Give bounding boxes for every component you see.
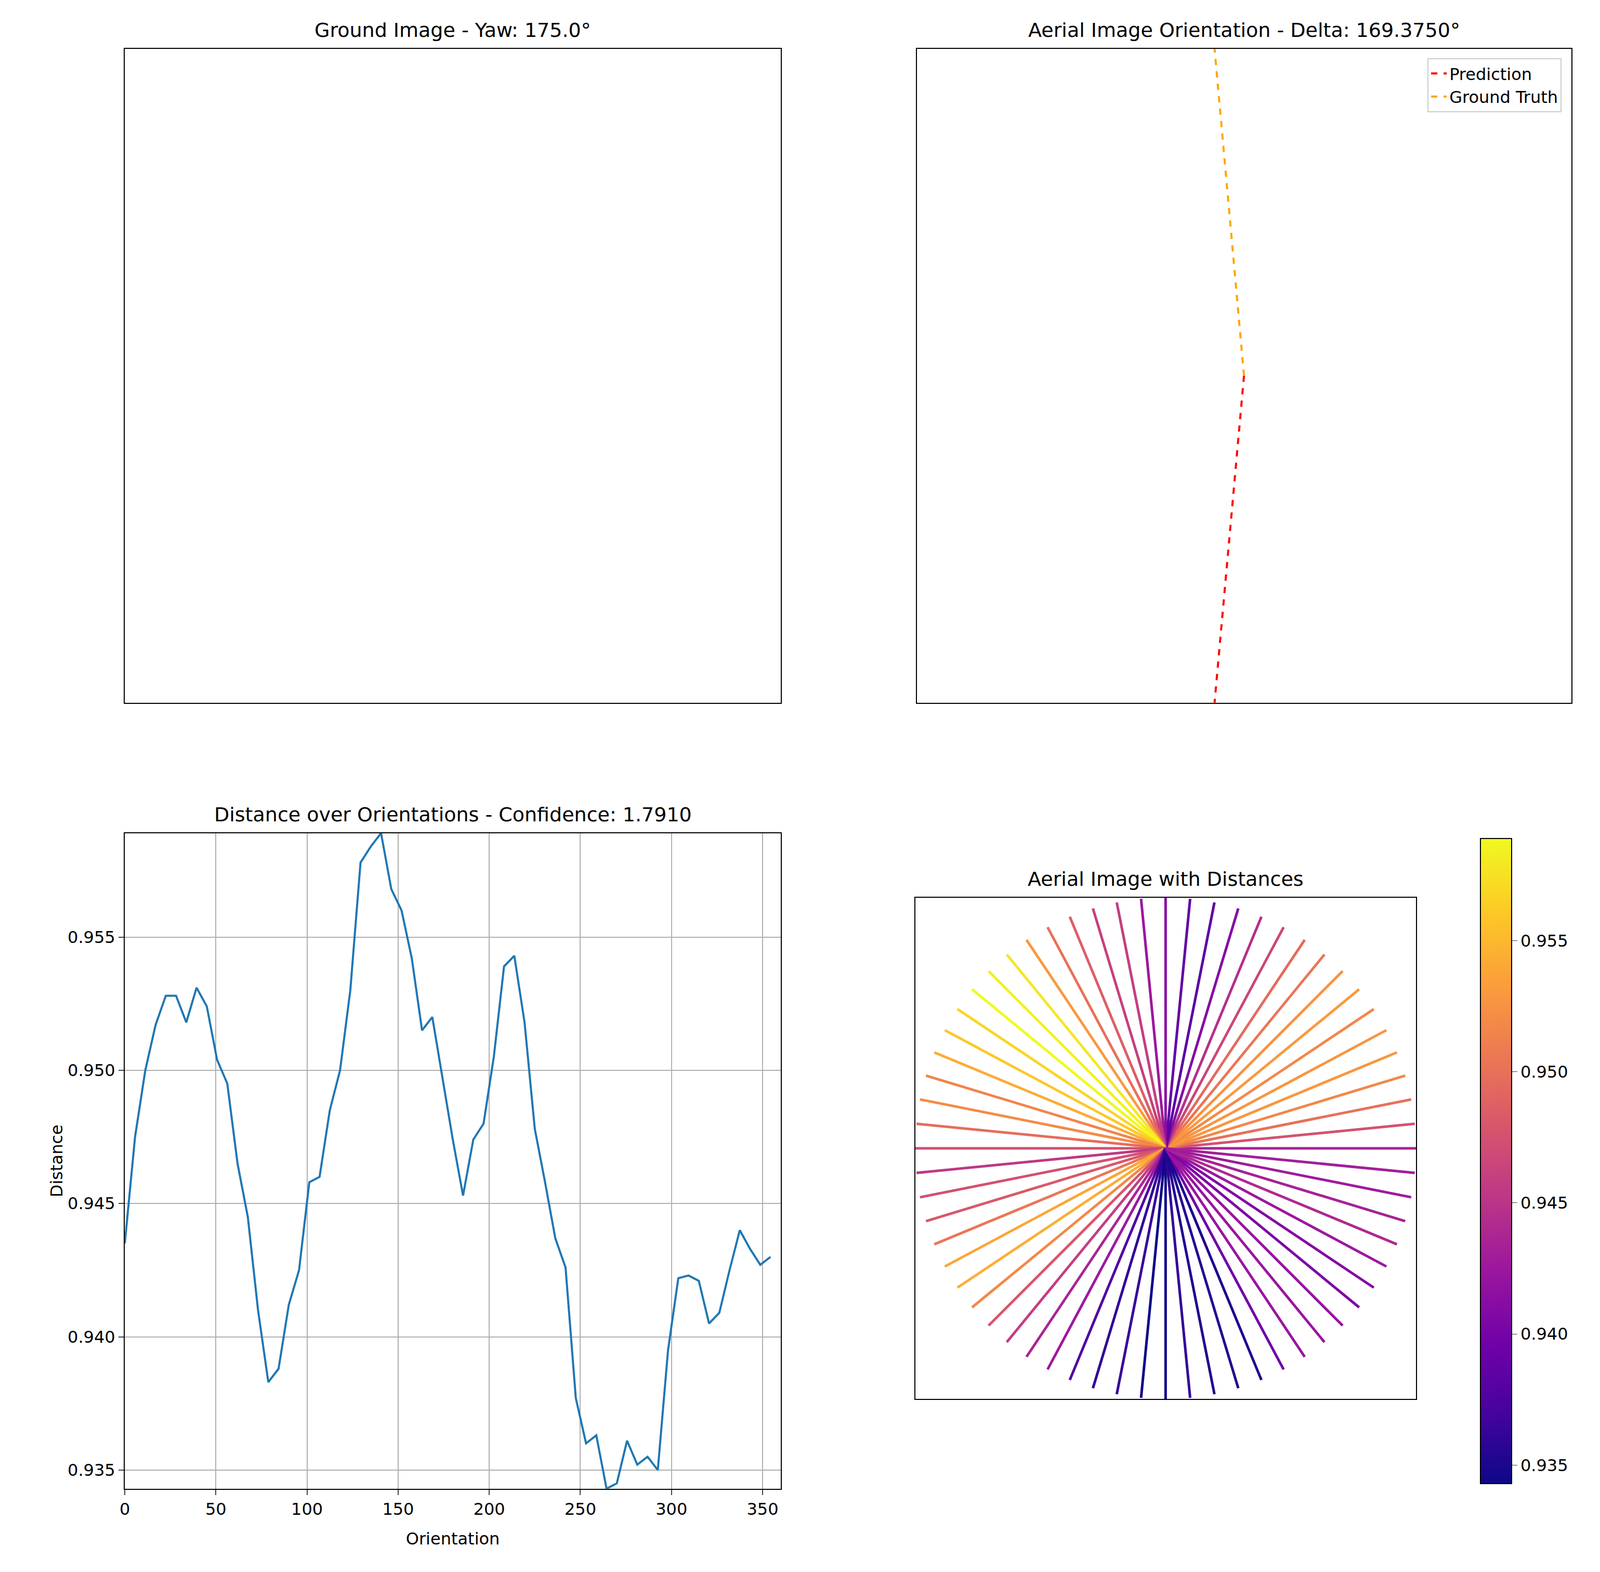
svg-text:200: 200 (473, 1499, 506, 1519)
svg-text:Aerial Image Orientation - Del: Aerial Image Orientation - Delta: 169.37… (1028, 18, 1461, 42)
svg-text:250: 250 (564, 1499, 597, 1519)
svg-text:0.950: 0.950 (67, 1060, 116, 1081)
svg-text:Prediction: Prediction (1449, 64, 1532, 85)
svg-text:Aerial Image with Distances: Aerial Image with Distances (1027, 867, 1304, 891)
svg-text:Ground Image - Yaw: 175.0°: Ground Image - Yaw: 175.0° (314, 18, 592, 42)
svg-text:Ground Truth: Ground Truth (1449, 87, 1558, 108)
svg-text:Distance: Distance (46, 1124, 67, 1198)
svg-text:300: 300 (655, 1499, 688, 1519)
svg-text:0.935: 0.935 (1520, 1455, 1569, 1476)
svg-text:0.950: 0.950 (1520, 1061, 1569, 1082)
svg-text:0.955: 0.955 (1520, 930, 1569, 951)
svg-text:0.940: 0.940 (1520, 1323, 1569, 1344)
svg-text:0.955: 0.955 (67, 927, 116, 948)
svg-text:0.935: 0.935 (67, 1460, 116, 1480)
svg-text:50: 50 (205, 1499, 227, 1519)
svg-text:0.940: 0.940 (67, 1327, 116, 1347)
svg-text:0.945: 0.945 (1520, 1192, 1569, 1213)
svg-text:Orientation: Orientation (405, 1528, 501, 1549)
svg-text:0: 0 (119, 1499, 130, 1519)
svg-text:Distance over Orientations - C: Distance over Orientations - Confidence:… (214, 803, 692, 826)
svg-text:150: 150 (382, 1499, 414, 1519)
svg-text:100: 100 (291, 1499, 323, 1519)
svg-text:0.945: 0.945 (67, 1193, 116, 1214)
svg-text:350: 350 (746, 1499, 779, 1519)
